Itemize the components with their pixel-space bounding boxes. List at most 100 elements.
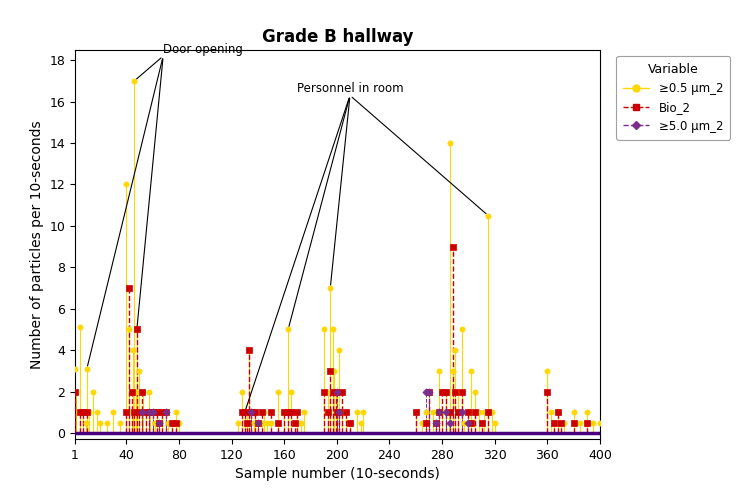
- Point: [322, 408, 334, 416]
- Point: [433, 408, 445, 416]
- Point: [265, 408, 277, 416]
- Point: [170, 419, 182, 427]
- Point: [458, 419, 470, 427]
- Point: [440, 388, 452, 396]
- Point: [245, 408, 257, 416]
- Point: [248, 419, 260, 427]
- Point: [420, 388, 432, 396]
- Point: [334, 408, 346, 416]
- Point: [465, 367, 477, 375]
- Point: [473, 408, 485, 416]
- Point: [456, 388, 468, 396]
- Point: [449, 346, 461, 354]
- Point: [542, 367, 554, 375]
- Point: [128, 77, 140, 85]
- Point: [465, 419, 477, 427]
- Point: [554, 419, 566, 427]
- Point: [130, 388, 142, 396]
- Title: Grade B hallway: Grade B hallway: [262, 27, 413, 45]
- Point: [291, 408, 303, 416]
- Point: [163, 419, 175, 427]
- Point: [130, 325, 142, 333]
- X-axis label: Sample number (10-seconds): Sample number (10-seconds): [235, 468, 440, 482]
- Point: [136, 408, 148, 416]
- Point: [552, 408, 564, 416]
- Point: [444, 419, 456, 427]
- Point: [153, 419, 165, 427]
- Point: [153, 419, 165, 427]
- Point: [238, 408, 250, 416]
- Point: [344, 419, 356, 427]
- Point: [125, 408, 137, 416]
- Point: [442, 408, 454, 416]
- Point: [69, 365, 81, 373]
- Point: [548, 419, 560, 427]
- Point: [137, 388, 149, 396]
- Point: [444, 139, 456, 147]
- Point: [285, 388, 297, 396]
- Point: [469, 408, 481, 416]
- Point: [478, 408, 490, 416]
- Point: [136, 408, 148, 416]
- Point: [482, 408, 494, 416]
- Point: [272, 419, 284, 427]
- Point: [489, 419, 501, 427]
- Point: [160, 408, 172, 416]
- Point: [136, 388, 148, 396]
- Point: [463, 419, 475, 427]
- Point: [452, 388, 464, 396]
- Point: [134, 408, 146, 416]
- Point: [142, 408, 154, 416]
- Point: [272, 388, 284, 396]
- Point: [296, 419, 307, 427]
- Point: [259, 408, 271, 416]
- Point: [357, 408, 369, 416]
- Point: [410, 408, 422, 416]
- Point: [482, 212, 494, 220]
- Point: [580, 419, 592, 427]
- Point: [166, 419, 178, 427]
- Point: [173, 419, 185, 427]
- Point: [256, 408, 268, 416]
- Text: Personnel in room: Personnel in room: [297, 82, 404, 95]
- Point: [70, 388, 82, 396]
- Point: [238, 408, 250, 416]
- Point: [568, 408, 580, 416]
- Point: [469, 388, 481, 396]
- Point: [147, 408, 159, 416]
- Point: [134, 367, 146, 375]
- Point: [232, 419, 244, 427]
- Point: [340, 408, 352, 416]
- Point: [170, 408, 182, 416]
- Point: [542, 388, 554, 396]
- Point: [81, 408, 93, 416]
- Point: [327, 388, 339, 396]
- Point: [252, 419, 264, 427]
- Point: [334, 346, 346, 354]
- Point: [140, 408, 152, 416]
- Point: [83, 408, 95, 416]
- Point: [340, 408, 352, 416]
- Point: [328, 367, 340, 375]
- Point: [282, 408, 294, 416]
- Point: [447, 243, 459, 250]
- Point: [151, 408, 163, 416]
- Point: [149, 419, 161, 427]
- Point: [123, 284, 135, 292]
- Point: [329, 388, 341, 396]
- Point: [433, 367, 445, 375]
- Point: [318, 325, 330, 333]
- Point: [147, 408, 159, 416]
- Point: [430, 419, 442, 427]
- Point: [147, 408, 159, 416]
- Point: [331, 388, 343, 396]
- Point: [153, 419, 165, 427]
- Point: [256, 419, 268, 427]
- Point: [278, 408, 290, 416]
- Point: [423, 388, 435, 396]
- Point: [463, 408, 475, 416]
- Point: [80, 419, 92, 427]
- Point: [423, 388, 435, 396]
- Point: [440, 408, 452, 416]
- Point: [74, 408, 86, 416]
